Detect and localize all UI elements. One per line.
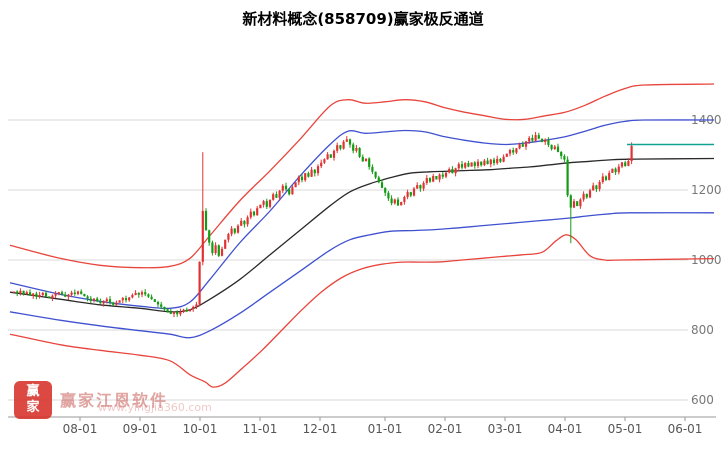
x-tick-label: 08-01: [63, 422, 98, 436]
candlesticks: [12, 131, 633, 318]
brand-logo-char-bottom: 家: [26, 400, 40, 415]
x-tick-label: 09-01: [123, 422, 158, 436]
x-tick-label: 01-01: [368, 422, 403, 436]
x-tick-label: 10-01: [183, 422, 218, 436]
watermark-site-text: www.yingjia360.com: [98, 401, 212, 414]
x-axis: 08-01 09-01 10-01 11-01 12-01 01-01 02-01 03-01…: [8, 416, 716, 436]
brand-logo-char-top: 赢: [26, 383, 40, 399]
band-lower-outer-red: [9, 234, 715, 388]
svg-text:600: 600: [691, 393, 714, 407]
gridlines: [8, 119, 688, 401]
x-tick-label: 04-01: [548, 422, 583, 436]
band-upper-outer-red: [9, 83, 715, 269]
x-tick-label: 11-01: [243, 422, 278, 436]
x-tick-label: 03-01: [488, 422, 523, 436]
band-middle-black: [9, 157, 715, 313]
chart-title: 新材料概念(858709)赢家极反通道: [242, 10, 484, 28]
svg-text:1200: 1200: [691, 183, 722, 197]
svg-text:1000: 1000: [691, 253, 722, 267]
channel-bands: [9, 83, 715, 388]
brand-logo: 赢 家: [14, 381, 52, 419]
x-tick-label: 12-01: [303, 422, 338, 436]
x-tick-label: 02-01: [428, 422, 463, 436]
watermark-brand-text: 赢家江恩软件: [60, 391, 169, 410]
x-tick-label: 06-01: [668, 422, 703, 436]
svg-text:800: 800: [691, 323, 714, 337]
band-lower-inner-blue: [9, 212, 715, 339]
band-upper-inner-blue: [9, 119, 715, 310]
x-tick-label: 05-01: [608, 422, 643, 436]
watermark: 赢 家 赢家江恩软件 www.yingjia360.com: [14, 381, 212, 419]
